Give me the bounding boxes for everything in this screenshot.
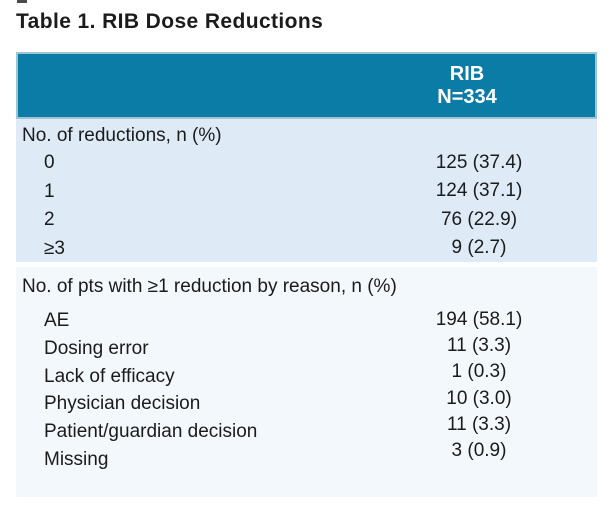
- column-header-n: N=334: [437, 85, 497, 108]
- row-value: 10 (3.0): [446, 387, 512, 409]
- section-reductions-by-reason: No. of pts with ≥1 reduction by reason, …: [16, 267, 597, 497]
- section-header: No. of reductions, n (%): [22, 125, 222, 146]
- row-value: 11 (3.3): [446, 413, 512, 435]
- section-body: 0 1 2 ≥3 125 (37.4) 124 (37.1) 76 (22.9)…: [16, 149, 597, 263]
- rib-dose-reductions-table: RIB N=334 No. of reductions, n (%) 0 1 2…: [16, 52, 597, 497]
- section-no-of-reductions: No. of reductions, n (%) 0 1 2 ≥3 125 (3…: [16, 119, 597, 262]
- row-label: ≥3: [44, 237, 65, 259]
- row-label: 1: [44, 180, 55, 202]
- row-labels-column: AE Dosing error Lack of efficacy Physici…: [16, 307, 361, 474]
- row-value: 125 (37.4): [435, 152, 523, 173]
- row-value: 9 (2.7): [451, 236, 507, 258]
- row-label: Lack of efficacy: [44, 365, 175, 387]
- row-labels-column: 0 1 2 ≥3: [16, 149, 361, 263]
- row-values-column: 194 (58.1) 11 (3.3) 1 (0.3) 10 (3.0) 11 …: [361, 307, 597, 464]
- row-value: 124 (37.1): [435, 180, 523, 202]
- row-label: Physician decision: [44, 393, 201, 415]
- row-label: AE: [44, 310, 70, 331]
- row-value: 3 (0.9): [451, 440, 507, 462]
- row-value: 194 (58.1): [435, 309, 523, 330]
- row-label: 0: [44, 152, 55, 173]
- row-values-column: 125 (37.4) 124 (37.1) 76 (22.9) 9 (2.7): [361, 149, 597, 262]
- section-header: No. of pts with ≥1 reduction by reason, …: [22, 276, 397, 297]
- rib-column-header: RIB N=334: [339, 63, 595, 109]
- table-header-row: RIB N=334: [16, 52, 597, 119]
- row-label: Dosing error: [44, 337, 149, 359]
- crop-artifact-mark: [17, 0, 27, 3]
- section-body: AE Dosing error Lack of efficacy Physici…: [16, 307, 597, 474]
- section-divider: [16, 262, 597, 267]
- row-label: 2: [44, 209, 55, 230]
- row-value: 11 (3.3): [446, 335, 512, 357]
- table-title: Table 1. RIB Dose Reductions: [16, 10, 324, 33]
- row-value: 76 (22.9): [440, 208, 518, 230]
- row-label: Patient/guardian decision: [44, 421, 258, 443]
- row-value: 1 (0.3): [451, 361, 507, 383]
- column-header-name: RIB: [449, 62, 485, 85]
- row-label: Missing: [44, 448, 109, 470]
